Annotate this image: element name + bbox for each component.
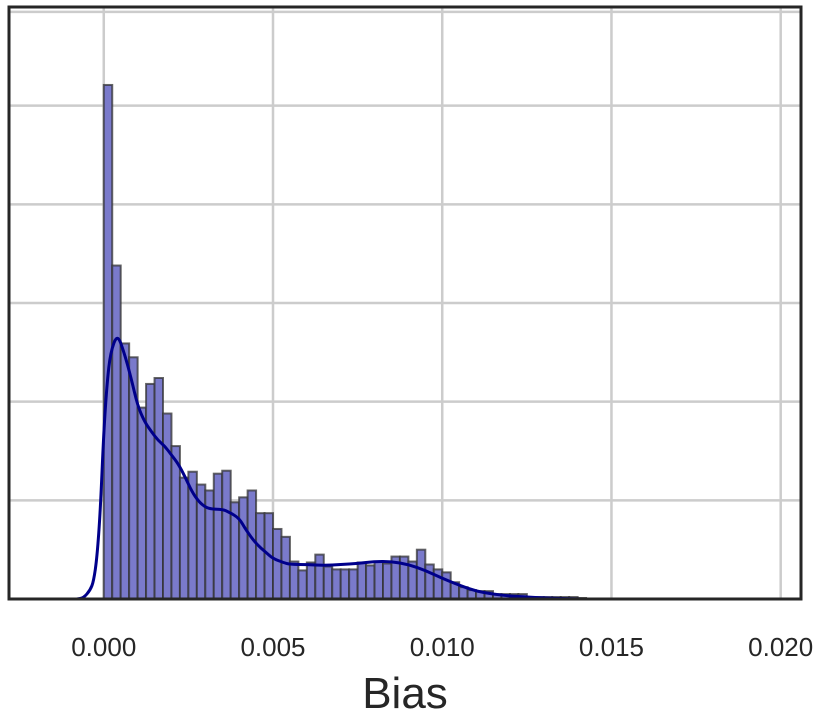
x-tick-label-0: 0.000 <box>71 632 136 662</box>
histogram-bar-20 <box>272 527 283 600</box>
histogram-bar-18 <box>255 512 266 600</box>
histogram-bar-23 <box>297 569 308 600</box>
histogram-bar-0 <box>102 83 114 601</box>
histogram-bar-9 <box>178 476 190 601</box>
histogram-bar-22 <box>288 560 300 601</box>
x-tick-labels: 0.000 0.005 0.010 0.015 0.020 <box>71 632 813 662</box>
histogram-bar-7 <box>162 412 173 600</box>
x-tick-label-4: 0.020 <box>748 632 813 662</box>
histogram-bar-1 <box>111 264 122 600</box>
histogram-bar-24 <box>305 561 317 600</box>
histogram-bar-5 <box>145 382 156 600</box>
histogram-bar-37 <box>415 548 427 600</box>
kde-curve <box>76 336 612 601</box>
histogram-bar-28 <box>339 568 351 601</box>
histogram-bar-25 <box>314 553 325 600</box>
histogram-bar-13 <box>212 472 224 601</box>
histogram-bar-27 <box>331 568 342 601</box>
x-axis-label: Bias <box>362 669 448 717</box>
x-tick-label-3: 0.015 <box>579 632 644 662</box>
histogram-bar-16 <box>238 496 249 601</box>
histogram-bar-6 <box>153 377 165 601</box>
histogram-bar-17 <box>246 489 258 600</box>
histogram-bar-26 <box>322 565 334 601</box>
histogram-bar-8 <box>170 445 181 600</box>
plot-frame <box>7 5 803 601</box>
histogram-bar-32 <box>373 560 384 601</box>
histogram-bar-30 <box>356 561 368 600</box>
histogram-bar-31 <box>365 564 376 600</box>
histogram-bar-29 <box>348 568 359 601</box>
histogram-bar-14 <box>221 469 232 600</box>
histogram-bar-21 <box>280 535 291 601</box>
histogram-bar-4 <box>136 406 148 601</box>
histogram-bar-33 <box>382 562 393 600</box>
histogram-bar-40 <box>441 571 452 600</box>
histogram-bar-2 <box>119 342 131 600</box>
x-tick-label-1: 0.005 <box>240 632 305 662</box>
x-tick-label-2: 0.010 <box>410 632 475 662</box>
histogram-bars <box>102 83 588 601</box>
